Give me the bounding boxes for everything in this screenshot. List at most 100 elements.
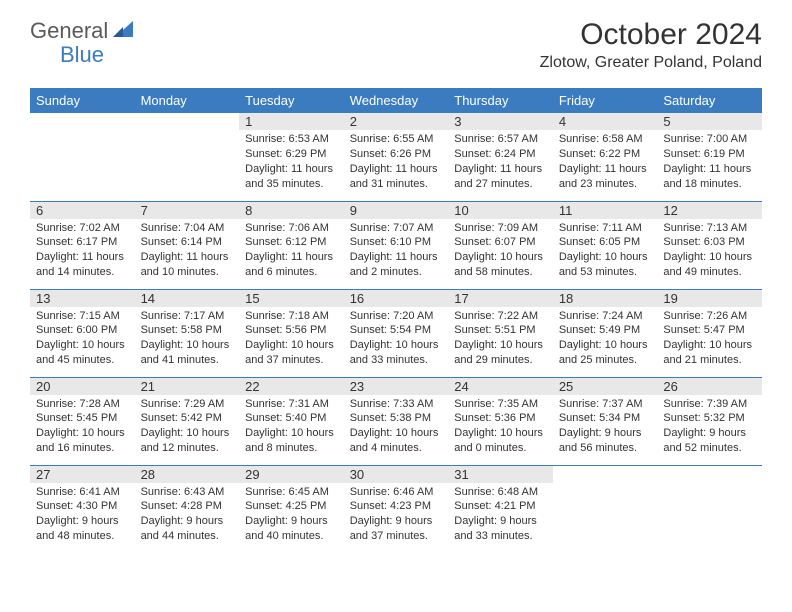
day-info: Sunrise: 7:22 AMSunset: 5:51 PMDaylight:…	[454, 309, 547, 368]
dayname-tuesday: Tuesday	[239, 88, 344, 113]
location-text: Zlotow, Greater Poland, Poland	[540, 54, 762, 72]
day-number: 23	[344, 378, 449, 395]
calendar-cell	[657, 465, 762, 553]
day-number: 1	[239, 113, 344, 130]
day-info: Sunrise: 7:17 AMSunset: 5:58 PMDaylight:…	[141, 309, 234, 368]
calendar-cell: 28 Sunrise: 6:43 AMSunset: 4:28 PMDayligh…	[135, 465, 240, 553]
day-info: Sunrise: 6:48 AMSunset: 4:21 PMDaylight:…	[454, 485, 547, 544]
calendar-cell: 7 Sunrise: 7:04 AMSunset: 6:14 PMDaylight…	[135, 201, 240, 289]
calendar-cell: 31Sunrise: 6:48 AMSunset: 4:21 PMDayligh…	[448, 465, 553, 553]
day-number: 4	[553, 113, 658, 130]
day-info: Sunrise: 7:29 AMSunset: 5:42 PMDaylight:…	[141, 397, 234, 456]
day-number: 20	[30, 378, 135, 395]
calendar-cell: 4 Sunrise: 6:58 AMSunset: 6:22 PMDaylight…	[553, 113, 658, 201]
calendar-cell: 13 Sunrise: 7:15 AMSunset: 6:00 PMDayligh…	[30, 289, 135, 377]
calendar-cell: 9Sunrise: 7:07 AMSunset: 6:10 PMDaylight…	[344, 201, 449, 289]
day-info: Sunrise: 6:45 AMSunset: 4:25 PMDaylight:…	[245, 485, 338, 544]
calendar-cell	[30, 113, 135, 201]
day-number: 15	[239, 290, 344, 307]
day-number: 9	[344, 202, 449, 219]
calendar-cell: 6Sunrise: 7:02 AMSunset: 6:17 PMDaylight…	[30, 201, 135, 289]
logo-text-general: General	[30, 18, 108, 44]
day-info: Sunrise: 7:13 AMSunset: 6:03 PMDaylight:…	[663, 221, 756, 280]
day-number: 7	[135, 202, 240, 219]
calendar-cell: 12 Sunrise: 7:13 AMSunset: 6:03 PMDayligh…	[657, 201, 762, 289]
calendar-cell: 24 Sunrise: 7:35 AMSunset: 5:36 PMDayligh…	[448, 377, 553, 465]
day-number: 30	[344, 466, 449, 483]
calendar-cell: 17 Sunrise: 7:22 AMSunset: 5:51 PMDayligh…	[448, 289, 553, 377]
day-number: 10	[448, 202, 553, 219]
logo-text-blue: Blue	[60, 42, 104, 68]
calendar-cell: 2 Sunrise: 6:55 AMSunset: 6:26 PMDaylight…	[344, 113, 449, 201]
dayname-thursday: Thursday	[448, 88, 553, 113]
day-number: 18	[553, 290, 658, 307]
day-number: 29	[239, 466, 344, 483]
day-info: Sunrise: 7:15 AMSunset: 6:00 PMDaylight:…	[36, 309, 129, 368]
day-info: Sunrise: 7:35 AMSunset: 5:36 PMDaylight:…	[454, 397, 547, 456]
calendar-cell: 11Sunrise: 7:11 AMSunset: 6:05 PMDayligh…	[553, 201, 658, 289]
day-number: 8	[239, 202, 344, 219]
calendar-cell: 30 Sunrise: 6:46 AMSunset: 4:23 PMDayligh…	[344, 465, 449, 553]
logo: General Blue	[30, 18, 135, 44]
day-number: 28	[135, 466, 240, 483]
calendar-cell: 23 Sunrise: 7:33 AMSunset: 5:38 PMDayligh…	[344, 377, 449, 465]
day-number: 22	[239, 378, 344, 395]
calendar-cell: 10 Sunrise: 7:09 AMSunset: 6:07 PMDayligh…	[448, 201, 553, 289]
dayname-monday: Monday	[135, 88, 240, 113]
day-number: 25	[553, 378, 658, 395]
calendar-cell: 29 Sunrise: 6:45 AMSunset: 4:25 PMDayligh…	[239, 465, 344, 553]
day-info: Sunrise: 7:31 AMSunset: 5:40 PMDaylight:…	[245, 397, 338, 456]
day-info: Sunrise: 6:57 AMSunset: 6:24 PMDaylight:…	[454, 132, 547, 191]
day-number: 17	[448, 290, 553, 307]
day-number: 3	[448, 113, 553, 130]
dayname-friday: Friday	[553, 88, 658, 113]
day-info: Sunrise: 7:20 AMSunset: 5:54 PMDaylight:…	[350, 309, 443, 368]
day-info: Sunrise: 6:46 AMSunset: 4:23 PMDaylight:…	[350, 485, 443, 544]
day-info: Sunrise: 7:02 AMSunset: 6:17 PMDaylight:…	[36, 221, 129, 280]
day-info: Sunrise: 7:39 AMSunset: 5:32 PMDaylight:…	[663, 397, 756, 456]
day-number: 13	[30, 290, 135, 307]
calendar-cell: 8 Sunrise: 7:06 AMSunset: 6:12 PMDaylight…	[239, 201, 344, 289]
day-info: Sunrise: 6:55 AMSunset: 6:26 PMDaylight:…	[350, 132, 443, 191]
day-number: 24	[448, 378, 553, 395]
day-number: 12	[657, 202, 762, 219]
day-number: 14	[135, 290, 240, 307]
day-info: Sunrise: 6:43 AMSunset: 4:28 PMDaylight:…	[141, 485, 234, 544]
calendar-cell: 5 Sunrise: 7:00 AMSunset: 6:19 PMDaylight…	[657, 113, 762, 201]
day-info: Sunrise: 7:09 AMSunset: 6:07 PMDaylight:…	[454, 221, 547, 280]
day-info: Sunrise: 7:33 AMSunset: 5:38 PMDaylight:…	[350, 397, 443, 456]
dayname-wednesday: Wednesday	[344, 88, 449, 113]
calendar-cell: 27 Sunrise: 6:41 AMSunset: 4:30 PMDayligh…	[30, 465, 135, 553]
calendar-cell	[135, 113, 240, 201]
day-number: 19	[657, 290, 762, 307]
calendar-cell: 1Sunrise: 6:53 AMSunset: 6:29 PMDaylight…	[239, 113, 344, 201]
day-info: Sunrise: 7:00 AMSunset: 6:19 PMDaylight:…	[663, 132, 756, 191]
page-title: October 2024	[540, 18, 762, 52]
calendar-cell: 21 Sunrise: 7:29 AMSunset: 5:42 PMDayligh…	[135, 377, 240, 465]
day-info: Sunrise: 6:41 AMSunset: 4:30 PMDaylight:…	[36, 485, 129, 544]
calendar-cell: 15 Sunrise: 7:18 AMSunset: 5:56 PMDayligh…	[239, 289, 344, 377]
calendar-cell: 19Sunrise: 7:26 AMSunset: 5:47 PMDayligh…	[657, 289, 762, 377]
calendar-cell: 26 Sunrise: 7:39 AMSunset: 5:32 PMDayligh…	[657, 377, 762, 465]
calendar-cell: 16 Sunrise: 7:20 AMSunset: 5:54 PMDayligh…	[344, 289, 449, 377]
day-info: Sunrise: 7:18 AMSunset: 5:56 PMDaylight:…	[245, 309, 338, 368]
day-number: 16	[344, 290, 449, 307]
day-number: 21	[135, 378, 240, 395]
day-info: Sunrise: 7:28 AMSunset: 5:45 PMDaylight:…	[36, 397, 129, 456]
calendar-cell: 22 Sunrise: 7:31 AMSunset: 5:40 PMDayligh…	[239, 377, 344, 465]
day-info: Sunrise: 6:58 AMSunset: 6:22 PMDaylight:…	[559, 132, 652, 191]
day-number: 27	[30, 466, 135, 483]
day-info: Sunrise: 7:24 AMSunset: 5:49 PMDaylight:…	[559, 309, 652, 368]
day-info: Sunrise: 7:04 AMSunset: 6:14 PMDaylight:…	[141, 221, 234, 280]
day-info: Sunrise: 7:37 AMSunset: 5:34 PMDaylight:…	[559, 397, 652, 456]
day-number: 26	[657, 378, 762, 395]
calendar-cell: 20 Sunrise: 7:28 AMSunset: 5:45 PMDayligh…	[30, 377, 135, 465]
logo-sail-icon	[113, 19, 135, 44]
day-number: 5	[657, 113, 762, 130]
calendar-cell	[553, 465, 658, 553]
calendar-table: SundayMondayTuesdayWednesdayThursdayFrid…	[30, 88, 762, 553]
day-number: 11	[553, 202, 658, 219]
day-info: Sunrise: 7:06 AMSunset: 6:12 PMDaylight:…	[245, 221, 338, 280]
day-number: 2	[344, 113, 449, 130]
calendar-cell: 3 Sunrise: 6:57 AMSunset: 6:24 PMDaylight…	[448, 113, 553, 201]
